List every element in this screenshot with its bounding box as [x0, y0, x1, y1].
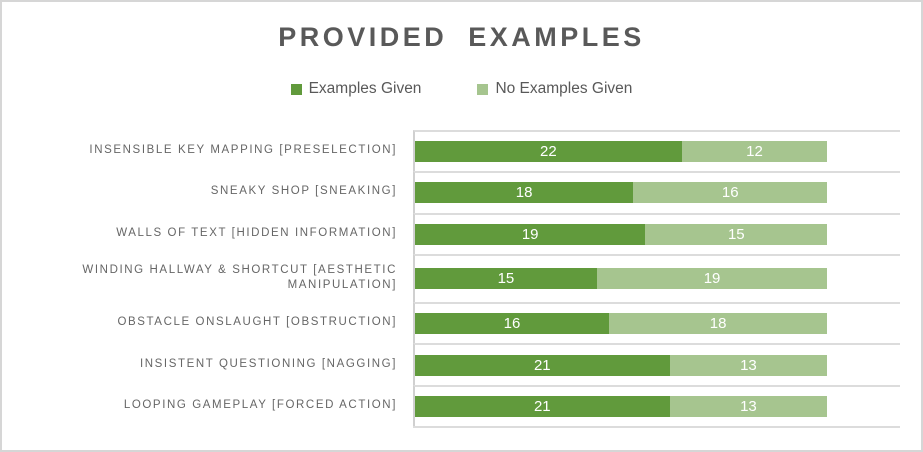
bar-track: 21 13 — [413, 384, 900, 426]
bar-stack: 21 13 — [415, 395, 900, 417]
bar-segment-no-examples-given: 16 — [633, 182, 828, 204]
bar-stack: 18 16 — [415, 182, 900, 204]
bar-track: 16 18 — [413, 302, 900, 344]
value-label: 15 — [727, 225, 745, 243]
category-label: LOOPING GAMEPLAY [FORCED ACTION] — [123, 398, 397, 411]
bar-segment-no-examples-given: 18 — [609, 313, 828, 335]
value-label: 16 — [721, 184, 739, 202]
bar-segment-no-examples-given: 15 — [645, 223, 828, 245]
value-label: 16 — [503, 315, 521, 333]
category-label: INSENSIBLE KEY MAPPING [PRESELECTION] — [89, 144, 397, 157]
legend: Examples Given No Examples Given — [2, 80, 921, 98]
legend-item-examples-given: Examples Given — [290, 80, 422, 98]
legend-label: Examples Given — [308, 80, 422, 97]
chart-row: LOOPING GAMEPLAY [FORCED ACTION] 21 13 — [2, 384, 900, 426]
bar-segment-no-examples-given: 12 — [681, 141, 828, 163]
bar-stack: 21 13 — [415, 354, 900, 376]
chart-row: INSENSIBLE KEY MAPPING [PRESELECTION] 22 1… — [2, 130, 900, 172]
bar-stack: 22 12 — [415, 141, 900, 163]
legend-swatch-examples-given-icon — [290, 83, 302, 95]
bar-track: 19 15 — [413, 212, 900, 254]
bar-segment-examples-given: 22 — [415, 141, 682, 163]
value-label: 19 — [521, 225, 539, 243]
bar-segment-examples-given: 19 — [415, 223, 646, 245]
bar-track: 15 19 — [413, 253, 900, 303]
bar-segment-examples-given: 21 — [415, 395, 670, 417]
legend-item-no-examples-given: No Examples Given — [477, 80, 632, 98]
value-label: 18 — [515, 184, 533, 202]
chart-row: WINDING HALLWAY & SHORTCUT [AESTHETIC MA… — [2, 253, 900, 303]
chart-row: OBSTACLE ONSLAUGHT [OBSTRUCTION] 16 18 — [2, 302, 900, 344]
bar-segment-no-examples-given: 19 — [596, 268, 828, 290]
value-label: 13 — [740, 397, 757, 415]
value-label: 22 — [540, 143, 557, 161]
bar-track: 18 16 — [413, 171, 900, 213]
chart-row: INSISTENT QUESTIONING [NAGGING] 21 13 — [2, 343, 900, 385]
value-label: 21 — [533, 356, 551, 374]
bar-segment-examples-given: 15 — [415, 268, 597, 290]
bar-segment-examples-given: 21 — [415, 354, 670, 376]
category-label: INSISTENT QUESTIONING [NAGGING] — [139, 357, 397, 370]
chart-rows: INSENSIBLE KEY MAPPING [PRESELECTION] 22 1… — [2, 130, 900, 428]
category-label: WINDING HALLWAY & SHORTCUT [AESTHETIC MA… — [82, 263, 397, 291]
category-label: WALLS OF TEXT [HIDDEN INFORMATION] — [116, 226, 397, 239]
bar-track: 21 13 — [413, 343, 900, 385]
value-label: 15 — [497, 270, 515, 288]
bar-stack: 16 18 — [415, 313, 900, 335]
bar-stack: 15 19 — [415, 268, 900, 290]
legend-swatch-no-examples-given-icon — [477, 83, 489, 95]
gridline — [413, 425, 900, 428]
bar-segment-no-examples-given: 13 — [669, 395, 828, 417]
chart-row: WALLS OF TEXT [HIDDEN INFORMATION] 19 15 — [2, 212, 900, 254]
value-label: 21 — [533, 397, 551, 415]
legend-label: No Examples Given — [495, 80, 633, 97]
value-label: 12 — [746, 143, 763, 161]
category-label: SNEAKY SHOP [SNEAKING] — [210, 185, 397, 198]
bar-track: 22 12 — [413, 130, 900, 172]
bar-stack: 19 15 — [415, 223, 900, 245]
value-label: 18 — [709, 315, 727, 333]
bar-segment-examples-given: 18 — [415, 182, 634, 204]
category-label: OBSTACLE ONSLAUGHT [OBSTRUCTION] — [117, 316, 397, 329]
chart-row: SNEAKY SHOP [SNEAKING] 18 16 — [2, 171, 900, 213]
value-label: 19 — [703, 270, 721, 288]
bar-segment-no-examples-given: 13 — [669, 354, 828, 376]
value-label: 13 — [740, 356, 757, 374]
chart-title: PROVIDED EXAMPLES — [278, 22, 645, 52]
bar-segment-examples-given: 16 — [415, 313, 609, 335]
